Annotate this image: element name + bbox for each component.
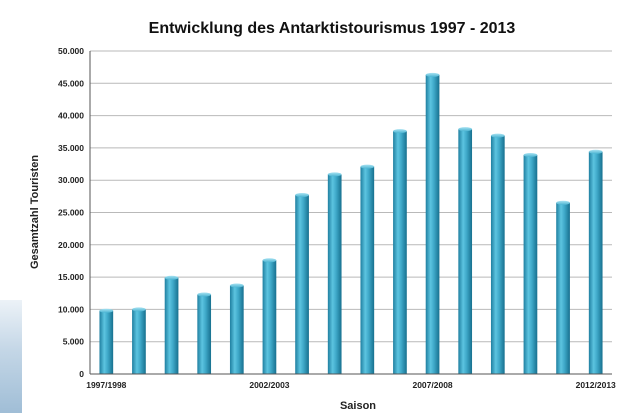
bar-cap	[229, 283, 244, 288]
bar	[327, 174, 342, 374]
bar	[523, 155, 538, 374]
x-tick-label: 2007/2008	[412, 380, 452, 390]
y-tick-label: 25.000	[58, 208, 84, 218]
y-tick-label: 5.000	[63, 337, 85, 347]
bar	[229, 285, 244, 374]
bar	[132, 309, 146, 374]
bar-cap	[132, 307, 146, 312]
bar	[197, 294, 212, 374]
y-tick-label: 0	[79, 369, 84, 379]
x-tick-label: 1997/1998	[86, 380, 126, 390]
bar	[556, 202, 570, 374]
y-tick-label: 20.000	[58, 240, 84, 250]
x-tick-label: 2002/2003	[249, 380, 289, 390]
bar-cap	[197, 292, 212, 297]
chart-title: Entwicklung des Antarktistourismus 1997 …	[149, 20, 516, 37]
bar	[164, 277, 179, 374]
bar	[490, 135, 505, 374]
bar-cap	[490, 133, 505, 138]
x-tick-label: 2012/2013	[576, 380, 616, 390]
bar	[588, 151, 603, 374]
water-background-decor	[0, 300, 22, 413]
y-axis-title: Gesamtzahl Touristen	[29, 155, 41, 269]
y-tick-label: 15.000	[58, 272, 84, 282]
bar	[262, 260, 277, 374]
bar	[393, 131, 407, 374]
x-axis-title: Saison	[340, 400, 376, 412]
bar-cap	[164, 275, 179, 280]
bar	[360, 166, 375, 374]
x-axis-ticks: 1997/1998 2002/2003 2007/2008 2012/2013	[86, 380, 616, 390]
y-tick-label: 40.000	[58, 111, 84, 121]
bar-cap	[295, 193, 309, 198]
bar-cap	[588, 149, 603, 154]
bar-cap	[262, 258, 277, 263]
bar-cap	[393, 129, 407, 134]
y-tick-label: 10.000	[58, 304, 84, 314]
bar-cap	[425, 72, 440, 77]
bars	[99, 72, 603, 374]
bar	[458, 129, 473, 374]
y-axis-ticks: 0 5.000 10.000 15.000 20.000 25.000 30.000 35.0…	[58, 46, 84, 379]
bar	[295, 195, 309, 374]
bar	[99, 310, 114, 374]
bar-cap	[360, 164, 375, 169]
y-tick-label: 30.000	[58, 175, 84, 185]
y-tick-label: 45.000	[58, 78, 84, 88]
bar-cap	[556, 200, 570, 205]
y-tick-label: 35.000	[58, 143, 84, 153]
bar-cap	[458, 127, 473, 132]
bar-cap	[99, 308, 114, 313]
bar	[425, 74, 440, 374]
y-tick-label: 50.000	[58, 46, 84, 56]
bar-cap	[327, 172, 342, 177]
bar-cap	[523, 153, 538, 158]
